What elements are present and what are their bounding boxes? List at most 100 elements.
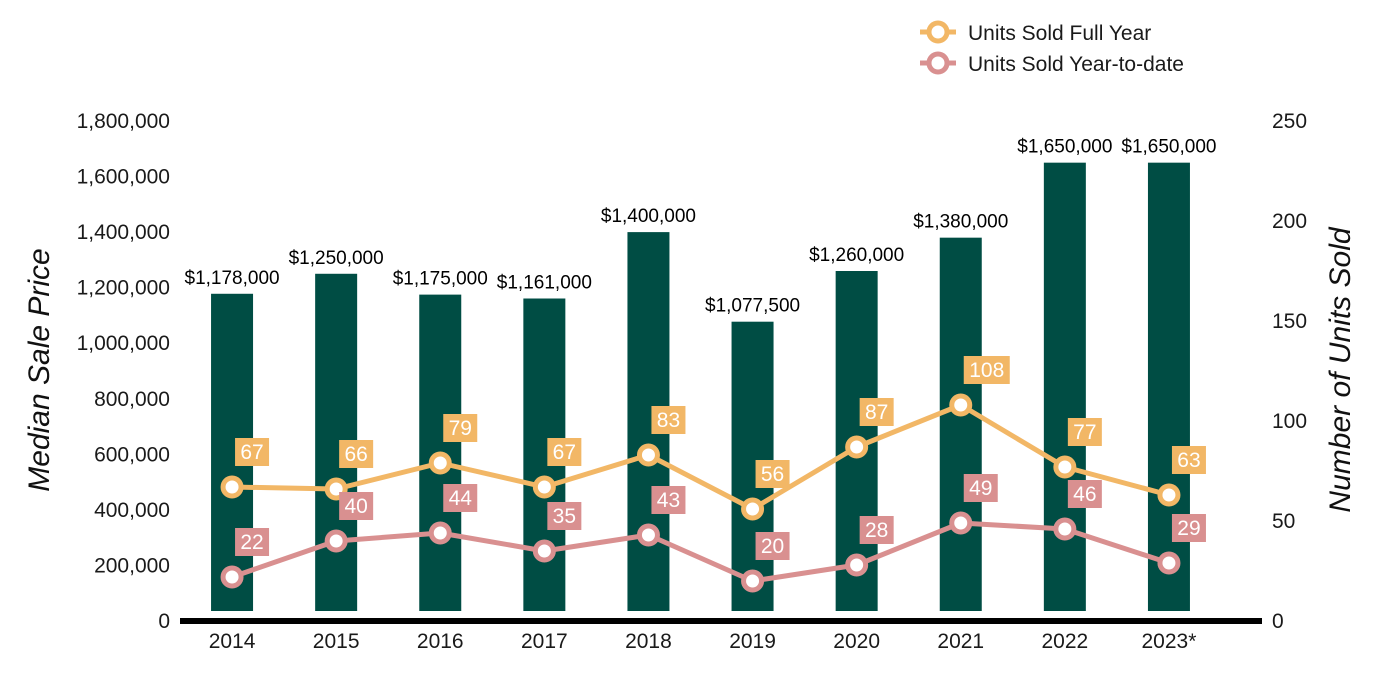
bar-2022 <box>1043 162 1086 611</box>
bar-value-label: $1,380,000 <box>913 212 1008 233</box>
y-tick-label: 1,400,000 <box>77 221 170 244</box>
data-label-box <box>963 356 1010 384</box>
data-label-box <box>755 460 790 488</box>
data-label-box <box>651 486 686 514</box>
data-label-box <box>1171 514 1206 542</box>
series-1-point <box>532 475 556 499</box>
legend-marker <box>926 20 950 44</box>
y-tick-label: 1,200,000 <box>77 277 170 300</box>
y2-tick-label: 100 <box>1272 410 1307 433</box>
data-label-box <box>963 474 998 502</box>
bar-value-label: $1,175,000 <box>393 269 488 290</box>
y-tick-label: 600,000 <box>94 443 170 466</box>
series-1-point <box>220 475 244 499</box>
data-label-box <box>755 532 790 560</box>
bar-2021 <box>939 237 982 611</box>
lines-layer: 67 66 79 67 83 56 87 108 77 63 22 40 44 35 43 20 28 49 46 2… <box>220 356 1206 593</box>
x-tick-label: 2015 <box>313 630 360 653</box>
data-label: 20 <box>761 535 784 558</box>
data-label-box <box>859 516 894 544</box>
y-tick-label: 1,000,000 <box>77 332 170 355</box>
bar-value-label: $1,250,000 <box>289 248 384 269</box>
data-label: 83 <box>657 409 680 432</box>
series-1-point <box>741 497 765 521</box>
data-label-box <box>547 438 582 466</box>
y-tick-label: 400,000 <box>94 499 170 522</box>
y-tick-label: 1,600,000 <box>77 166 170 189</box>
y2-tick-label: 200 <box>1272 210 1307 233</box>
data-label-box <box>339 492 374 520</box>
series-2-point <box>1053 517 1077 541</box>
bar-value-label: $1,260,000 <box>809 245 904 266</box>
x-tick-label: 2019 <box>729 630 776 653</box>
data-label: 29 <box>1177 517 1200 540</box>
bar-value-label: $1,650,000 <box>1017 137 1112 158</box>
bar-value-label: $1,400,000 <box>601 206 696 227</box>
x-tick-label: 2020 <box>833 630 880 653</box>
data-label: 43 <box>657 489 680 512</box>
series-line-2 <box>231 520 1170 584</box>
series-2-point <box>532 539 556 563</box>
legend-label: Units Sold Year-to-date <box>968 53 1184 76</box>
data-label: 46 <box>1073 483 1096 506</box>
data-label-box <box>443 484 478 512</box>
bar-value-label: $1,161,000 <box>497 273 592 294</box>
series-2-point <box>949 511 973 535</box>
data-label: 44 <box>449 487 473 510</box>
y-axis-title: Median Sale Price <box>23 248 56 491</box>
data-label-box <box>235 438 270 466</box>
data-label: 22 <box>240 531 263 554</box>
axes-layer: 0 200,000 400,000 600,000 800,000 1,000,000 1,… <box>77 110 1307 653</box>
data-label-box <box>1067 418 1102 446</box>
y-tick-label: 200,000 <box>94 554 170 577</box>
data-label: 56 <box>761 463 784 486</box>
data-label: 63 <box>1177 449 1200 472</box>
series-1-point <box>845 435 869 459</box>
data-label-box <box>547 502 582 530</box>
x-tick-label: 2016 <box>417 630 464 653</box>
x-tick-label: 2021 <box>937 630 984 653</box>
series-2-point <box>1157 551 1181 575</box>
series-2-point <box>220 565 244 589</box>
bar-2023* <box>1147 162 1190 611</box>
data-label-box <box>443 414 478 442</box>
y2-tick-label: 0 <box>1272 610 1284 633</box>
series-2-point <box>324 529 348 553</box>
x-tick-label: 2022 <box>1041 630 1088 653</box>
legend-label: Units Sold Full Year <box>968 22 1151 45</box>
series-line-1 <box>232 402 1170 512</box>
y-tick-label: 800,000 <box>94 388 170 411</box>
data-label: 28 <box>865 519 888 542</box>
data-label: 87 <box>865 401 888 424</box>
legend-marker <box>926 51 950 75</box>
data-label: 79 <box>449 417 472 440</box>
y2-tick-label: 50 <box>1272 510 1295 533</box>
x-tick-label: 2023* <box>1142 630 1197 653</box>
data-label: 67 <box>240 441 263 464</box>
y-tick-label: 0 <box>158 610 170 633</box>
data-label: 108 <box>969 359 1004 382</box>
series-1-point <box>636 443 660 467</box>
series-1-point <box>949 393 973 417</box>
data-label-box <box>1171 446 1206 474</box>
data-label: 67 <box>553 441 576 464</box>
data-label-box <box>339 440 374 468</box>
data-label: 40 <box>344 495 367 518</box>
data-label: 77 <box>1073 421 1096 444</box>
data-label-box <box>859 398 894 426</box>
series-1-point <box>1157 483 1181 507</box>
series-1-point <box>1053 455 1077 479</box>
data-label-box <box>651 406 686 434</box>
x-tick-label: 2017 <box>521 630 568 653</box>
data-label-box <box>1067 480 1102 508</box>
bar-value-label: $1,178,000 <box>185 268 280 289</box>
y2-tick-label: 250 <box>1272 110 1307 133</box>
legend: Units Sold Full Year Units Sold Year-to-d… <box>920 20 1184 76</box>
y-tick-label: 1,800,000 <box>77 110 170 133</box>
bar-value-label: $1,077,500 <box>705 296 800 317</box>
data-label-box <box>235 528 270 556</box>
data-label: 35 <box>553 505 576 528</box>
data-label: 66 <box>344 443 367 466</box>
series-1-point <box>428 451 452 475</box>
